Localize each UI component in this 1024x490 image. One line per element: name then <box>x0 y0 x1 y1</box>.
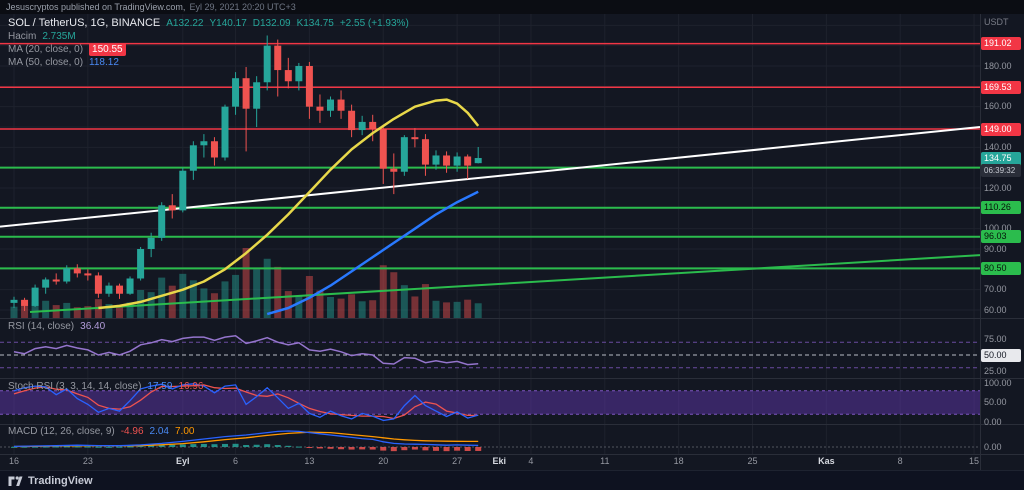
trendlines <box>0 126 981 314</box>
price-tick: 140.00 <box>984 141 1012 152</box>
stoch-tick: 100.00 <box>984 377 1012 388</box>
chart-legend: SOL / TetherUS, 1G, BINANCE A132.22 Y140… <box>8 17 409 69</box>
macd-pane-label[interactable]: MACD (12, 26, close, 9) -4.96 2.04 7.00 <box>8 426 194 437</box>
footer-bar: TradingView <box>0 470 1024 490</box>
rsi-label: RSI (14, close) <box>8 321 75 332</box>
ohlc-open: A132.22 <box>166 18 204 29</box>
time-tick-month: Eyl <box>176 456 190 466</box>
support-price-label: 96.03 <box>981 230 1021 244</box>
resistance-price-label: 191.02 <box>981 37 1021 51</box>
price-tick: 100.00 <box>984 223 1012 234</box>
rsi-tick: 75.00 <box>984 333 1007 344</box>
time-tick: 11 <box>600 456 610 466</box>
ohlc-low: D132.09 <box>252 18 291 29</box>
candles <box>10 35 482 312</box>
time-tick: 4 <box>528 456 534 466</box>
price-levels <box>0 42 980 270</box>
support-price-label: 80.50 <box>981 261 1021 275</box>
stoch-k-value: 17.59 <box>147 381 173 392</box>
macd-line <box>13 430 479 448</box>
time-tick: 6 <box>233 456 239 466</box>
ma50-legend-row[interactable]: MA (50, close, 0) 118.12 <box>8 56 409 69</box>
price-tick: 70.00 <box>984 284 1007 295</box>
symbol-legend-row[interactable]: SOL / TetherUS, 1G, BINANCE A132.22 Y140… <box>8 17 409 30</box>
volume-bars <box>10 248 482 318</box>
ma20-legend-row[interactable]: MA (20, close, 0) 150.55 <box>8 43 409 56</box>
macd-hist-value: -4.96 <box>120 426 144 437</box>
stoch-d-line <box>13 384 479 420</box>
time-tick: 13 <box>304 456 315 466</box>
ohlc-high: Y140.17 <box>209 18 247 29</box>
ohlc-close: K134.75 <box>296 18 334 29</box>
time-tick: 18 <box>673 456 684 466</box>
bar-countdown-label: 06:39:32 <box>981 163 1021 177</box>
time-tick: 20 <box>378 456 389 466</box>
watermark-date: Eyl 29, 2021 20:20 UTC+3 <box>189 2 296 12</box>
stoch-d-value: 16.96 <box>178 381 204 392</box>
macd-tick: 0.00 <box>984 441 1002 452</box>
ma20-line <box>98 98 480 310</box>
rsi-levels <box>0 341 980 369</box>
rsi-plot <box>13 335 479 366</box>
ma20-value: 150.55 <box>89 43 126 56</box>
stoch-pane-label[interactable]: Stoch RSI (3, 3, 14, 14, close) 17.59 16… <box>8 381 203 392</box>
volume-label: Hacim <box>8 31 37 42</box>
stoch-tick: 0.00 <box>984 416 1002 427</box>
time-tick: 25 <box>747 456 758 466</box>
ma50-line <box>266 190 479 316</box>
time-tick-month: Eki <box>492 456 507 466</box>
publish-watermark: Jesuscryptos published on TradingView.co… <box>0 0 1024 14</box>
rsi-value: 36.40 <box>80 321 106 332</box>
resistance-price-label: 149.00 <box>981 122 1021 136</box>
price-tick: 120.00 <box>984 182 1012 193</box>
pane-separators <box>0 14 1024 470</box>
ma50-value: 118.12 <box>89 57 119 68</box>
rsi-line <box>13 335 479 366</box>
stoch-band <box>0 390 980 415</box>
rsi-tick: 50.00 <box>981 348 1021 362</box>
stoch-k-line <box>13 383 479 422</box>
price-tick: 160.00 <box>984 101 1012 112</box>
symbol-title: SOL / TetherUS, 1G, BINANCE <box>8 17 161 29</box>
current-price-label: 134.75 <box>981 151 1021 165</box>
macd-plot <box>11 430 482 452</box>
time-tick-month: Kas <box>818 456 835 466</box>
tradingview-logo-text[interactable]: TradingView <box>28 474 93 487</box>
stoch-label: Stoch RSI (3, 3, 14, 14, close) <box>8 381 142 392</box>
ma50 <box>266 190 479 316</box>
time-axis[interactable]: 16 23 Eyl 6 13 20 27 Eki 4 11 18 25 Kas 8 15 <box>0 454 980 470</box>
ma20 <box>98 98 480 310</box>
macd-line-value: 2.04 <box>149 426 169 437</box>
macd-signal-value: 7.00 <box>174 426 195 437</box>
ohlc-change: +2.55 (+1.93%) <box>339 18 409 29</box>
tradingview-logo-icon[interactable] <box>8 474 23 487</box>
resistance-price-label: 169.53 <box>981 80 1021 94</box>
price-tick: 90.00 <box>984 243 1007 254</box>
ma50-label: MA (50, close, 0) <box>8 57 84 68</box>
axis-unit-label: USDT <box>984 16 1009 27</box>
price-tick: 180.00 <box>984 60 1012 71</box>
rsi-tick: 25.00 <box>984 365 1007 376</box>
time-tick: 27 <box>452 456 463 466</box>
watermark-author: Jesuscryptos published on TradingView.co… <box>6 2 186 12</box>
volume-value: 2.735M <box>42 31 76 42</box>
ma20-label: MA (20, close, 0) <box>8 44 84 55</box>
time-tick: 16 <box>8 456 20 466</box>
price-axis[interactable]: USDT 180.00 160.00 140.00 120.00 100.00 90.00 7… <box>980 0 1024 470</box>
support-price-label: 110.26 <box>981 201 1021 215</box>
volume-legend-row[interactable]: Hacim 2.735M <box>8 30 409 43</box>
time-tick: 15 <box>969 456 980 466</box>
stoch-plot <box>13 383 479 422</box>
rsi-pane-label[interactable]: RSI (14, close) 36.40 <box>8 321 105 332</box>
macd-label: MACD (12, 26, close, 9) <box>8 426 115 437</box>
price-tick: 60.00 <box>984 304 1007 315</box>
time-tick: 8 <box>897 456 903 466</box>
time-tick: 23 <box>82 456 93 466</box>
stoch-tick: 50.00 <box>984 397 1007 407</box>
